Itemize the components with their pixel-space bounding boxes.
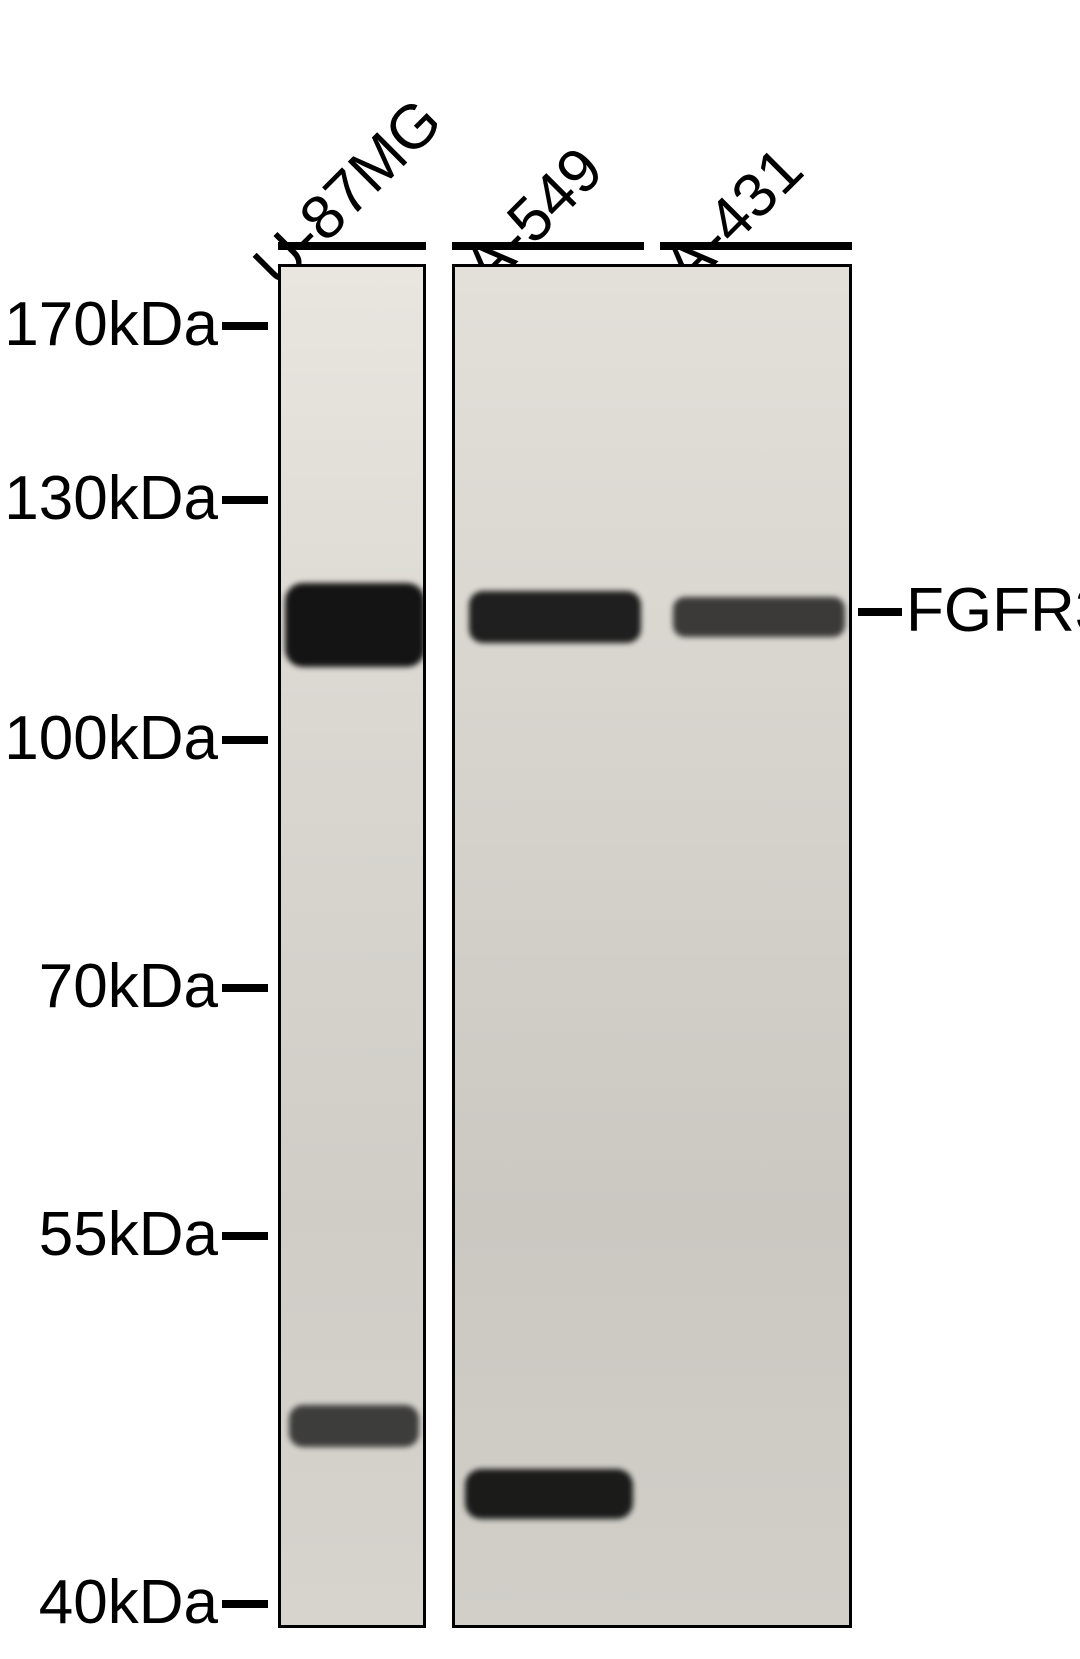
blot-panel-1	[278, 264, 426, 1628]
mw-tick-130	[222, 496, 268, 504]
mw-label-130: 130kDa	[0, 463, 218, 534]
mw-tick-170	[222, 322, 268, 330]
target-tick-fgfr3	[858, 608, 902, 616]
target-label-fgfr3: FGFR3	[906, 575, 1080, 646]
mw-tick-55	[222, 1232, 268, 1240]
lane-underline-a431	[660, 242, 852, 250]
band-a549-2	[469, 591, 641, 643]
mw-tick-40	[222, 1600, 268, 1608]
mw-label-55: 55kDa	[0, 1199, 218, 1270]
mw-label-170: 170kDa	[0, 289, 218, 360]
mw-label-70: 70kDa	[0, 951, 218, 1022]
mw-label-40: 40kDa	[0, 1567, 218, 1638]
band-u87mg-0	[285, 583, 425, 667]
blot-panel-2	[452, 264, 852, 1628]
lane-underline-u87mg	[278, 242, 426, 250]
mw-label-100: 100kDa	[0, 703, 218, 774]
band-a549-3	[465, 1469, 633, 1519]
mw-tick-100	[222, 736, 268, 744]
mw-tick-70	[222, 984, 268, 992]
band-u87mg-1	[289, 1405, 419, 1447]
western-blot-figure: U-87MG A-549 A-431 170kDa 130kDa 100kDa …	[0, 0, 1080, 1659]
lane-underline-a549	[452, 242, 644, 250]
membrane-bg-2	[455, 267, 849, 1625]
band-a431-4	[673, 597, 845, 637]
